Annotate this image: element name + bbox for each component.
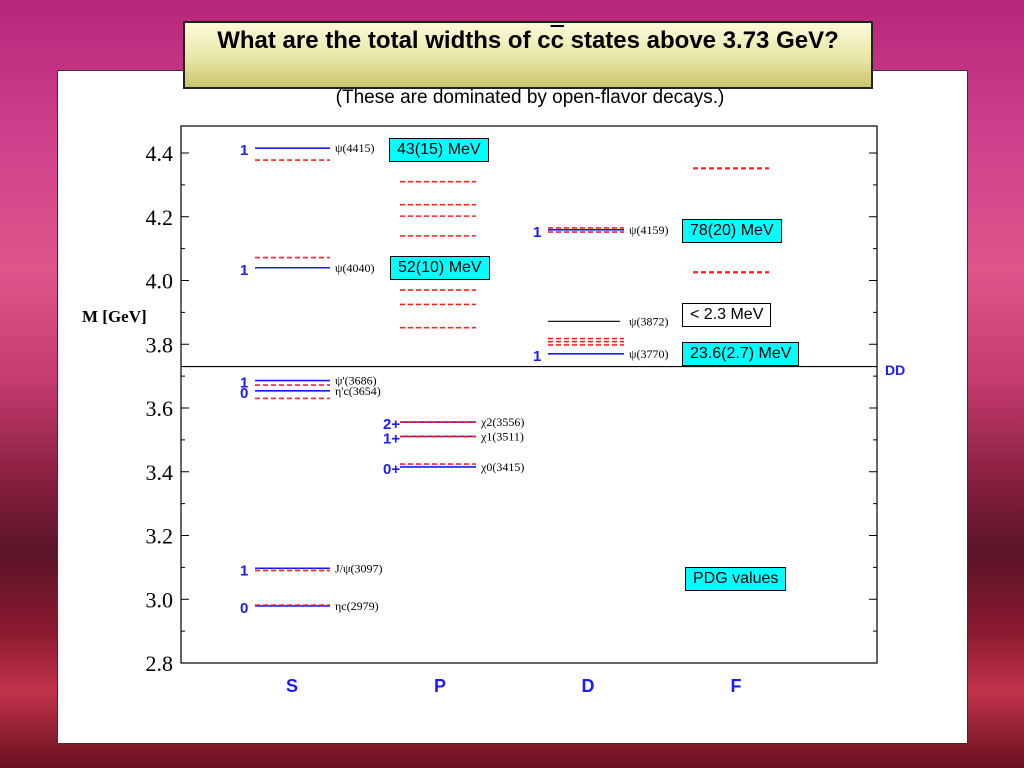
jp-label: 1 — [240, 262, 248, 279]
state-label: χ0(3415) — [480, 460, 524, 474]
state-label: ψ(4415) — [335, 141, 375, 155]
pdg-values-note: PDG values — [685, 567, 787, 591]
x-category-D: D — [582, 676, 595, 696]
slide-title: What are the total widths of cc states a… — [183, 21, 873, 89]
psi4040-width-note: 52(10) MeV — [390, 256, 490, 280]
title-part2: states above 3.73 GeV? — [563, 27, 839, 54]
y-tick-label: 4.0 — [146, 269, 174, 294]
slide-subtitle: (These are dominated by open-flavor deca… — [335, 87, 725, 108]
state-label: ψ(4159) — [629, 223, 669, 237]
x-category-P: P — [434, 676, 446, 696]
plot-frame — [180, 125, 878, 664]
state-label: ψ(3872) — [629, 314, 669, 328]
jp-label: 0+ — [383, 461, 400, 478]
y-tick-label: 4.2 — [146, 205, 174, 230]
x-category-S: S — [286, 676, 298, 696]
state-label: ηc(2979) — [335, 599, 379, 613]
title-cbar: c — [550, 27, 564, 54]
state-label: ψ(3770) — [629, 347, 669, 361]
y-tick-label: 2.8 — [146, 651, 174, 676]
psi3770-width-note: 23.6(2.7) MeV — [682, 342, 800, 366]
title-part1: What are the total widths of c — [217, 27, 551, 54]
y-tick-label: 4.4 — [146, 141, 174, 166]
psi4159-width-note: 78(20) MeV — [682, 219, 782, 243]
threshold-label: DD — [885, 362, 905, 378]
jp-label: 1+ — [383, 430, 400, 447]
y-tick-label: 3.0 — [146, 587, 174, 612]
state-label: χ1(3511) — [480, 429, 524, 443]
y-tick-label: 3.2 — [146, 524, 174, 549]
state-label: ψ(4040) — [335, 261, 375, 275]
state-label: ψ'(3686) — [335, 374, 377, 388]
y-tick-label: 3.8 — [146, 332, 174, 357]
jp-label: 1 — [533, 348, 541, 365]
jp-label: 2+ — [383, 416, 400, 433]
x-category-F: F — [731, 676, 742, 696]
jp-label: 1 — [533, 224, 541, 241]
jp-label: 1 — [240, 562, 248, 579]
psi4415-width-note: 43(15) MeV — [389, 138, 489, 162]
y-tick-label: 3.4 — [146, 460, 174, 485]
x3872-width-note: < 2.3 MeV — [682, 303, 772, 327]
jp-label: 1 — [240, 142, 248, 159]
state-label: η'c(3654) — [335, 384, 381, 398]
jp-label: 1 — [240, 375, 248, 392]
y-tick-label: 3.6 — [146, 396, 174, 421]
jp-label: 0 — [240, 385, 248, 402]
y-axis-label: M [GeV] — [82, 307, 147, 326]
state-label: J/ψ(3097) — [335, 561, 383, 575]
jp-label: 0 — [240, 600, 248, 617]
figure-panel — [57, 70, 968, 744]
state-label: χ2(3556) — [480, 415, 524, 429]
